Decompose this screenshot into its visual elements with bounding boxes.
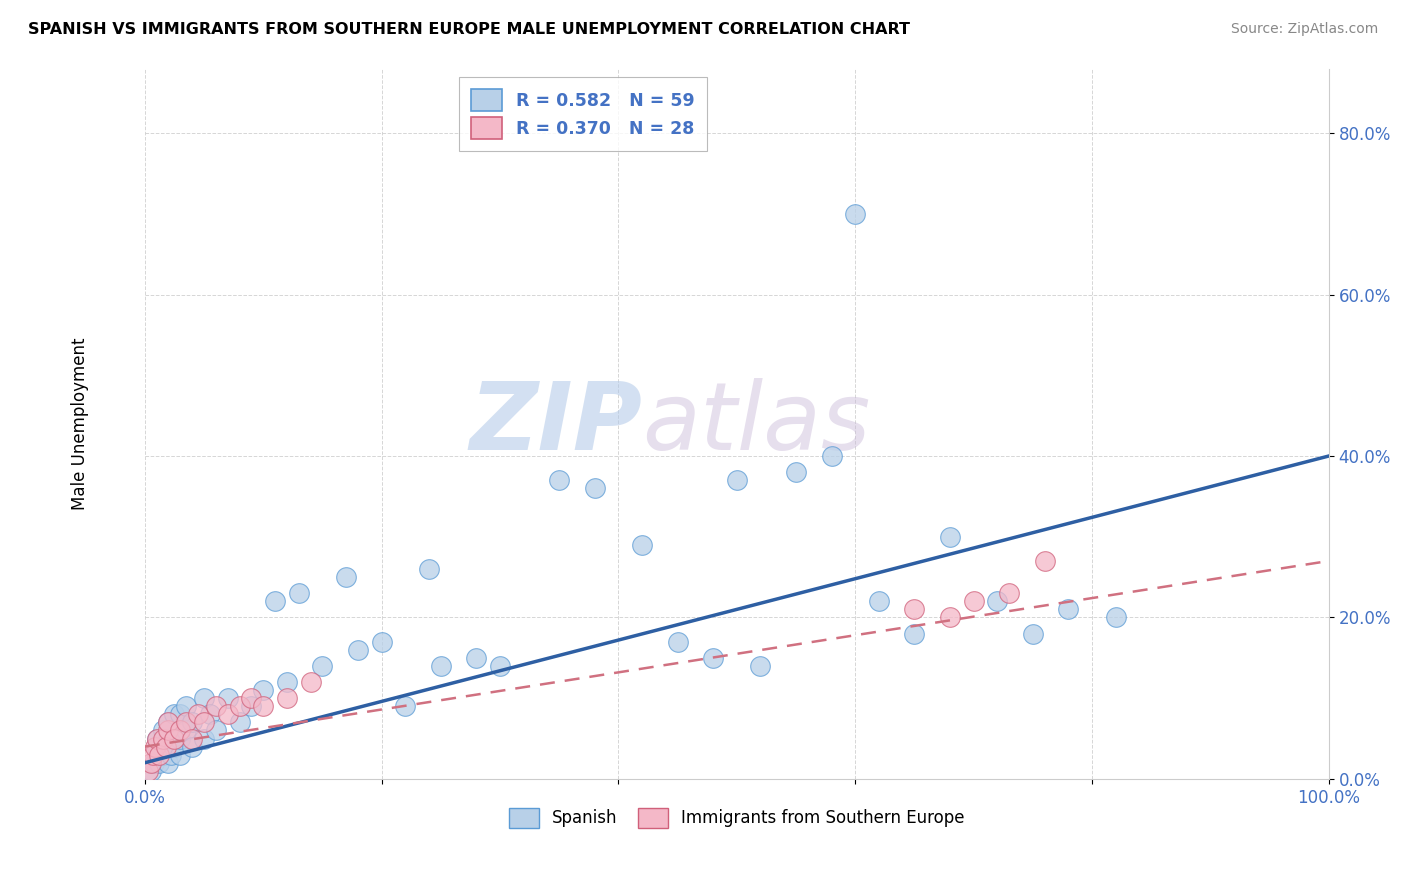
Point — [335, 570, 357, 584]
Point — [1022, 626, 1045, 640]
Point — [820, 449, 842, 463]
Point — [169, 723, 191, 738]
Point — [193, 691, 215, 706]
Point — [145, 731, 167, 746]
Point — [157, 723, 180, 738]
Point — [145, 739, 167, 754]
Point — [347, 642, 370, 657]
Point — [148, 747, 170, 762]
Point — [198, 707, 221, 722]
Point — [666, 634, 689, 648]
Point — [311, 659, 333, 673]
Point — [217, 707, 239, 722]
Point — [370, 634, 392, 648]
Point — [193, 731, 215, 746]
Text: ZIP: ZIP — [470, 377, 643, 470]
Point — [240, 699, 263, 714]
Point — [152, 747, 174, 762]
Legend: Spanish, Immigrants from Southern Europe: Spanish, Immigrants from Southern Europe — [502, 801, 972, 835]
Point — [844, 207, 866, 221]
Point — [287, 586, 309, 600]
Point — [631, 538, 654, 552]
Point — [139, 764, 162, 778]
Point — [163, 739, 186, 754]
Point — [163, 707, 186, 722]
Point — [157, 715, 180, 730]
Point — [749, 659, 772, 673]
Point — [155, 739, 177, 754]
Y-axis label: Male Unemployment: Male Unemployment — [72, 337, 89, 510]
Point — [252, 683, 274, 698]
Point — [939, 530, 962, 544]
Point — [903, 626, 925, 640]
Point — [418, 562, 440, 576]
Point — [205, 699, 228, 714]
Point — [276, 691, 298, 706]
Text: atlas: atlas — [643, 378, 870, 469]
Point — [299, 675, 322, 690]
Text: Source: ZipAtlas.com: Source: ZipAtlas.com — [1230, 22, 1378, 37]
Point — [1033, 554, 1056, 568]
Point — [240, 691, 263, 706]
Point — [160, 747, 183, 762]
Point — [143, 756, 166, 770]
Point — [986, 594, 1008, 608]
Point — [1057, 602, 1080, 616]
Point — [725, 473, 748, 487]
Point — [187, 707, 209, 722]
Point — [228, 699, 250, 714]
Point — [548, 473, 571, 487]
Point — [139, 756, 162, 770]
Point — [465, 650, 488, 665]
Point — [217, 691, 239, 706]
Point — [903, 602, 925, 616]
Point — [962, 594, 984, 608]
Point — [152, 731, 174, 746]
Point — [174, 723, 197, 738]
Point — [174, 699, 197, 714]
Point — [205, 723, 228, 738]
Text: SPANISH VS IMMIGRANTS FROM SOUTHERN EUROPE MALE UNEMPLOYMENT CORRELATION CHART: SPANISH VS IMMIGRANTS FROM SOUTHERN EURO… — [28, 22, 910, 37]
Point — [228, 715, 250, 730]
Point — [174, 715, 197, 730]
Point — [145, 739, 167, 754]
Point — [181, 739, 204, 754]
Point — [163, 731, 186, 746]
Point — [1104, 610, 1126, 624]
Point — [145, 731, 167, 746]
Point — [157, 756, 180, 770]
Point — [583, 481, 606, 495]
Point — [394, 699, 416, 714]
Point — [264, 594, 287, 608]
Point — [489, 659, 512, 673]
Point — [145, 747, 167, 762]
Point — [252, 699, 274, 714]
Point — [193, 715, 215, 730]
Point — [169, 707, 191, 722]
Point — [430, 659, 453, 673]
Point — [138, 764, 160, 778]
Point — [157, 715, 180, 730]
Point — [276, 675, 298, 690]
Point — [181, 715, 204, 730]
Point — [181, 731, 204, 746]
Point — [169, 747, 191, 762]
Point — [155, 739, 177, 754]
Point — [702, 650, 724, 665]
Point — [939, 610, 962, 624]
Point — [157, 731, 180, 746]
Point — [152, 723, 174, 738]
Point — [169, 731, 191, 746]
Point — [868, 594, 890, 608]
Point — [148, 756, 170, 770]
Point — [142, 747, 165, 762]
Point — [785, 465, 807, 479]
Point — [998, 586, 1021, 600]
